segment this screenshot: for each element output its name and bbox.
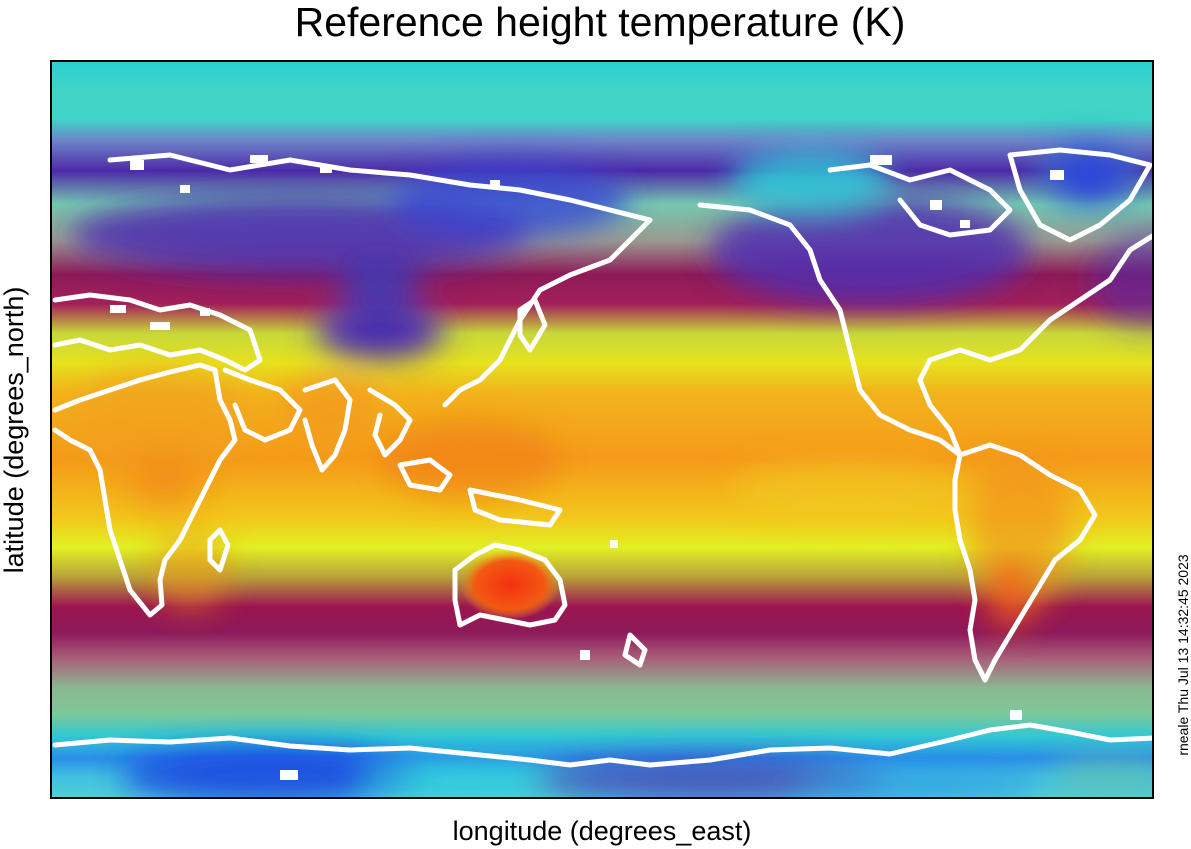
- coastline-india: [302, 377, 353, 473]
- coastlines: [52, 147, 1154, 768]
- x-axis-label: longitude (degrees_east): [452, 816, 752, 846]
- coastline-madagascar: [207, 527, 231, 573]
- coastline-europe: [52, 292, 263, 373]
- australia-hot-spot: [460, 550, 560, 620]
- coastline-new-guinea: [467, 487, 563, 528]
- coastline-africa: [52, 362, 238, 618]
- coastline-australia: [452, 542, 568, 628]
- coastline-south-america: [952, 442, 1098, 683]
- coastline-se-asia: [367, 387, 413, 458]
- temperature-map: [50, 60, 1154, 799]
- coastline-indonesia: [397, 457, 453, 493]
- coastline-new-zealand: [622, 632, 648, 668]
- coastline-japan: [517, 297, 548, 353]
- coastline-greenland: [1007, 147, 1153, 243]
- land-mask-speckle: [110, 155, 1064, 780]
- plot-title: Reference height temperature (K): [294, 0, 906, 45]
- coastline-north-america: [697, 202, 1154, 458]
- coastline-arctic-islands: [827, 162, 1013, 238]
- coastline-asia-north: [107, 152, 653, 223]
- y-axis-label: latitude (degrees_north): [0, 286, 29, 574]
- coastline-antarctica: [52, 722, 1154, 768]
- footer-stamp: rneale Thu Jul 13 14:32:45 2023: [1175, 554, 1191, 756]
- coastline-arabia: [222, 367, 303, 443]
